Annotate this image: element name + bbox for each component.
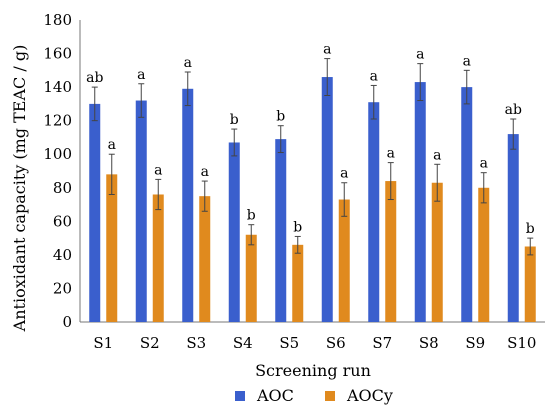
bar-aoc <box>461 87 473 322</box>
significance-label: a <box>340 166 348 182</box>
legend-swatch-aocy <box>325 391 335 401</box>
bar-aoc <box>135 100 147 323</box>
significance-label: a <box>323 42 331 58</box>
bar-aocy <box>338 199 350 322</box>
bar-aoc <box>228 142 240 322</box>
x-tick-label: S6 <box>326 334 346 352</box>
bar-aocy <box>106 174 118 322</box>
x-tick-labels: S1 S2 S3 S4 S5 S6 S7 S8 S9 S10 <box>93 334 536 352</box>
significance-label: b <box>247 208 256 224</box>
significance-label: ab <box>505 102 522 118</box>
y-tick-label: 120 <box>43 112 72 130</box>
y-tick-label: 60 <box>53 212 72 230</box>
bar-aoc <box>275 139 287 322</box>
error-bars <box>91 58 534 256</box>
x-tick-label: S7 <box>372 334 392 352</box>
y-tick-label: 20 <box>53 279 72 297</box>
legend-swatch-aoc <box>235 391 245 401</box>
y-tick-label: 0 <box>62 313 72 331</box>
y-tick-label: 160 <box>43 45 72 63</box>
y-tick-label: 180 <box>43 11 72 29</box>
bar-aocy <box>478 187 490 322</box>
chart-legend: AOC AOCy <box>235 386 393 405</box>
y-axis-title: Antioxidant capacity (mg TEAC / g) <box>10 45 29 333</box>
significance-label: b <box>293 219 302 235</box>
significance-label: b <box>276 109 285 125</box>
significance-label: a <box>201 164 209 180</box>
x-tick-label: S10 <box>507 334 536 352</box>
significance-label: a <box>387 146 395 162</box>
bar-aocy <box>199 196 211 322</box>
legend-label-aoc: AOC <box>256 386 294 405</box>
x-axis-title: Screening run <box>255 361 371 380</box>
y-tick-label: 40 <box>53 246 72 264</box>
significance-label: b <box>230 112 239 128</box>
bar-aoc <box>89 103 101 322</box>
significance-label: ab <box>86 70 103 86</box>
significance-label: a <box>184 55 192 71</box>
bar-aocy <box>292 244 304 322</box>
x-tick-label: S9 <box>465 334 485 352</box>
bar-aocy <box>431 182 443 322</box>
bar-aocy <box>524 246 536 322</box>
significance-label: a <box>137 67 145 83</box>
y-tick-label: 140 <box>43 78 72 96</box>
significance-label: a <box>154 162 162 178</box>
bar-aocy <box>385 181 397 322</box>
bar-aocy <box>152 194 164 322</box>
y-tick-label: 80 <box>53 179 72 197</box>
significance-label: b <box>526 221 535 237</box>
significance-label: a <box>416 47 424 63</box>
bar-series <box>89 77 536 323</box>
x-tick-label: S2 <box>140 334 160 352</box>
chart-axes <box>79 20 545 323</box>
bar-aoc <box>507 134 519 322</box>
bar-aoc <box>321 77 333 323</box>
significance-label: a <box>480 156 488 172</box>
legend-label-aocy: AOCy <box>346 386 393 405</box>
x-tick-label: S3 <box>186 334 206 352</box>
x-tick-label: S5 <box>279 334 299 352</box>
bar-aocy <box>245 234 257 322</box>
x-tick-label: S1 <box>93 334 113 352</box>
y-tick-label: 100 <box>43 145 72 163</box>
significance-label: a <box>463 53 471 69</box>
bar-aoc <box>182 88 194 323</box>
bar-aoc <box>414 82 426 322</box>
significance-label: a <box>370 68 378 84</box>
x-tick-label: S8 <box>419 334 439 352</box>
bar-aoc <box>368 102 380 322</box>
significance-label: a <box>433 147 441 163</box>
y-tick-labels: 0 20 40 60 80 100 120 140 160 180 <box>43 11 72 331</box>
x-tick-label: S4 <box>233 334 253 352</box>
significance-label: a <box>108 137 116 153</box>
